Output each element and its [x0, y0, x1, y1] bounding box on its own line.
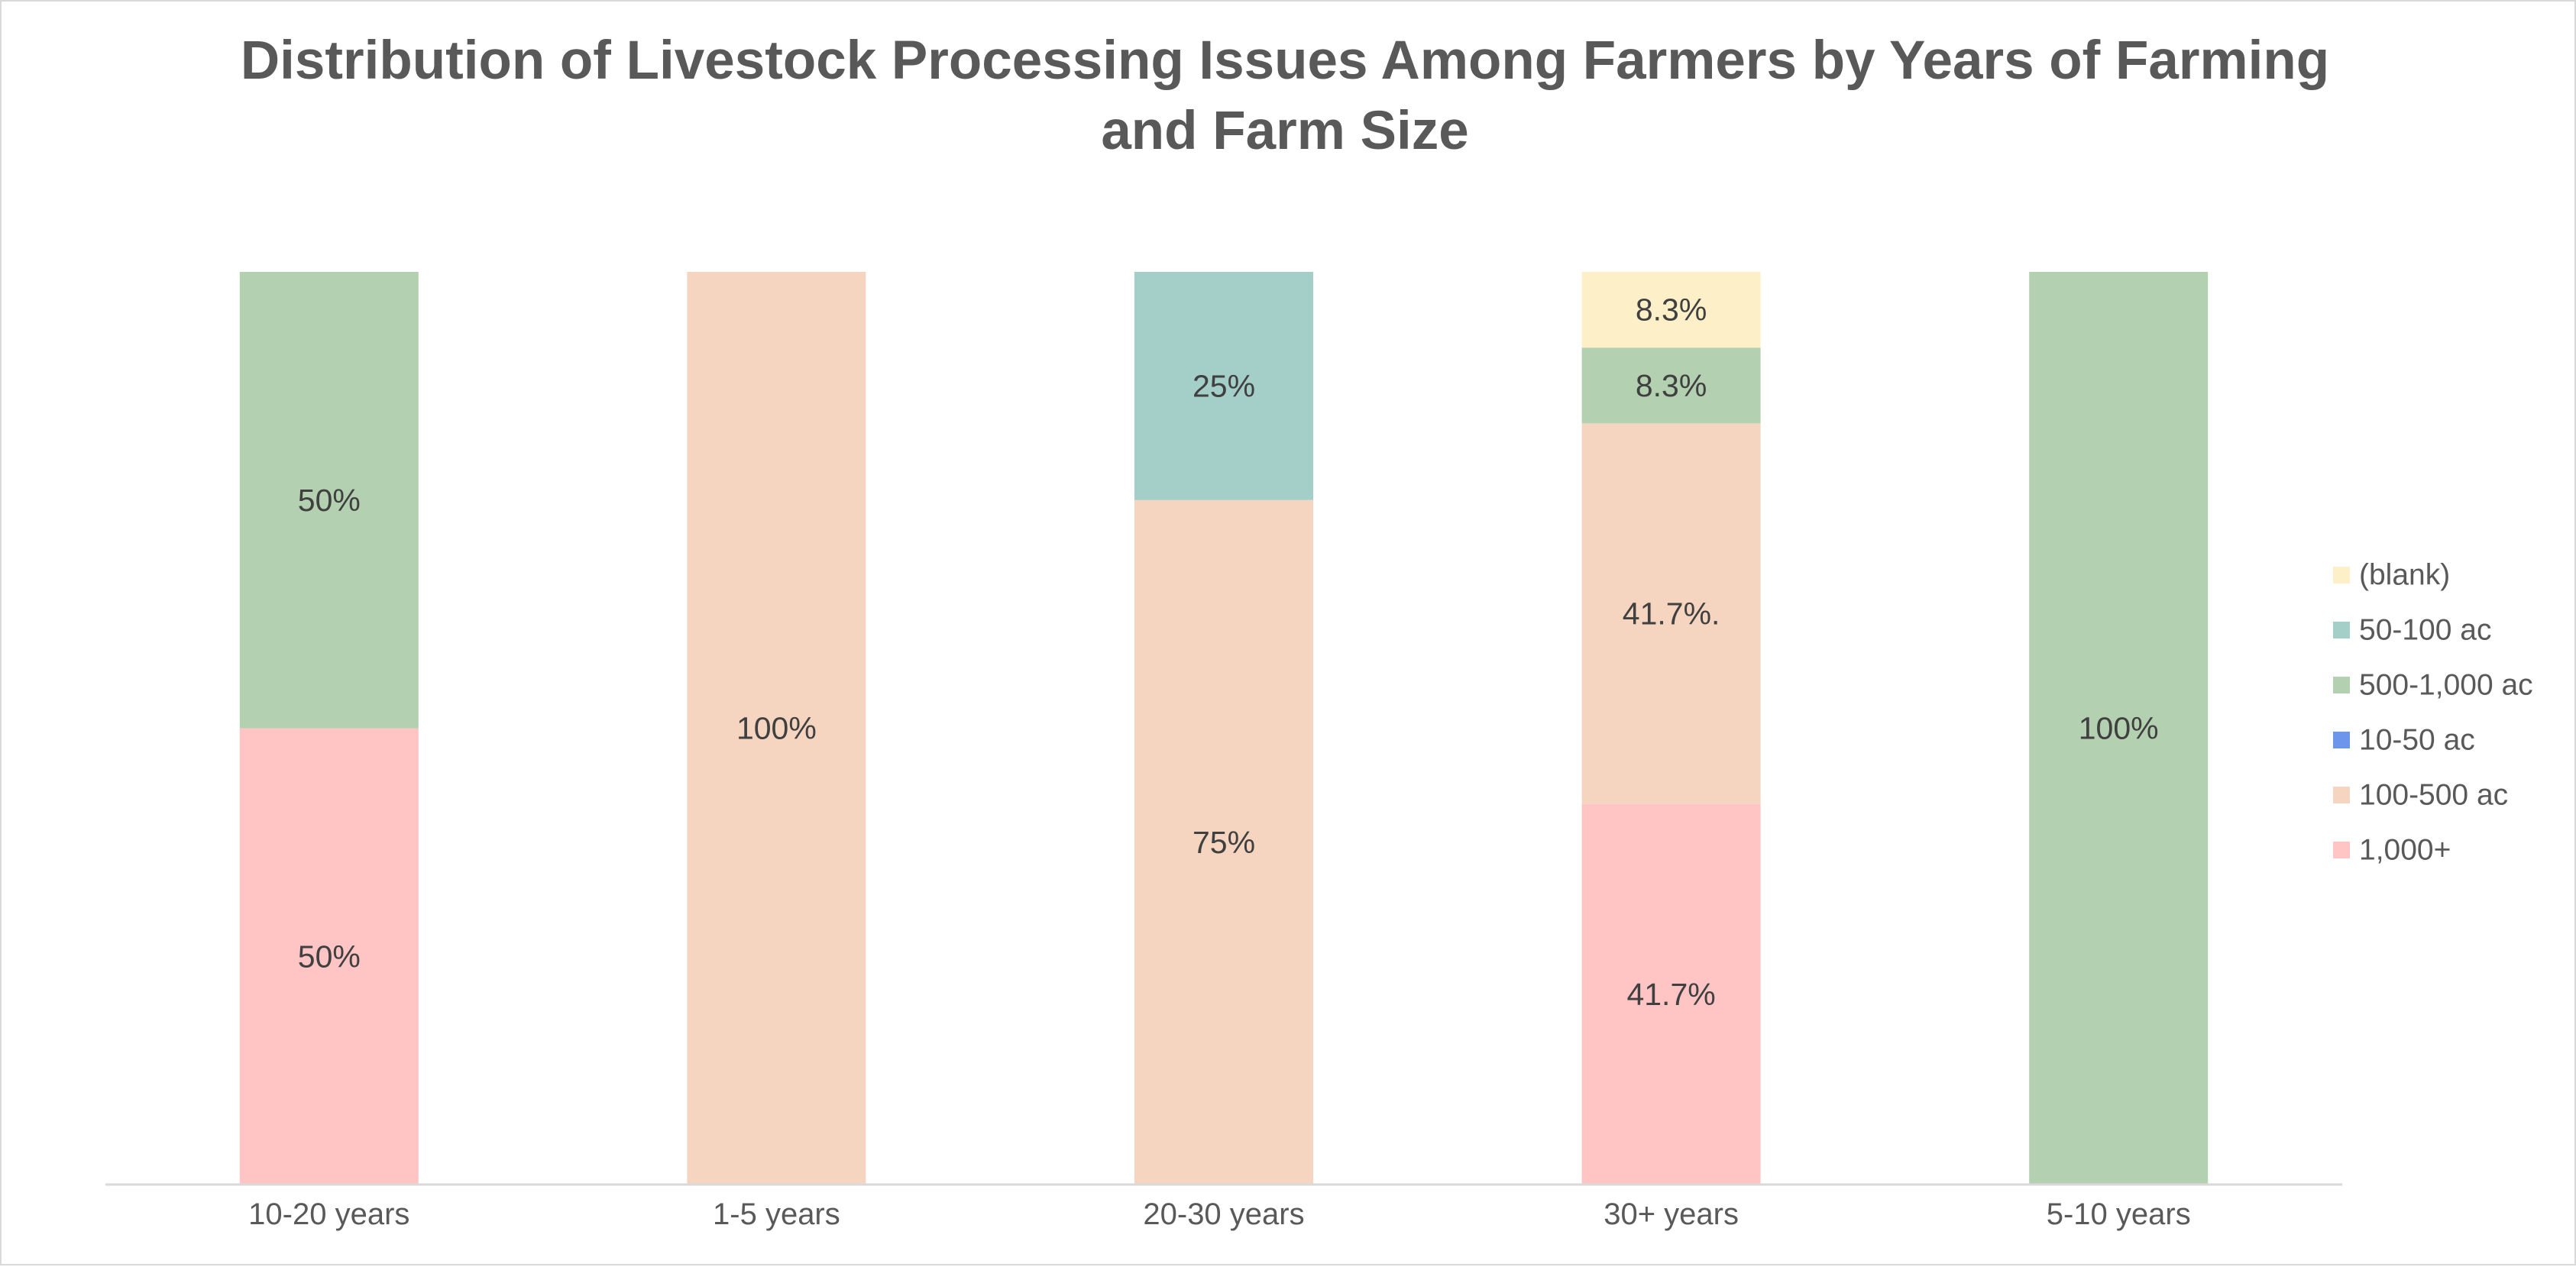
bar-segment-100-500-ac — [1581, 423, 1761, 804]
bar-segment-1-000 — [1581, 803, 1761, 1185]
data-label: 50% — [298, 483, 361, 518]
data-label: 8.3% — [1636, 368, 1707, 403]
bar-segment-500-1-000-ac — [1581, 347, 1761, 424]
bar-segment-50-100-ac — [1134, 272, 1313, 500]
legend: (blank) 50-100 ac 500-1,000 ac 10-50 ac 100-… — [2333, 559, 2533, 867]
data-label: 41.7%. — [1623, 596, 1720, 632]
data-label: 50% — [298, 939, 361, 974]
data-label: 8.3% — [1636, 293, 1707, 328]
legend-swatch — [2333, 677, 2350, 693]
data-label: 41.7% — [1626, 977, 1715, 1012]
x-tick-label: 1-5 years — [713, 1198, 840, 1231]
legend-swatch — [2333, 622, 2350, 638]
legend-label: 10-50 ac — [2359, 724, 2475, 757]
x-tick-label: 5-10 years — [2047, 1198, 2191, 1231]
legend-label: 100-500 ac — [2359, 779, 2508, 812]
legend-label: 50-100 ac — [2359, 614, 2491, 647]
legend-label: 500-1,000 ac — [2359, 669, 2533, 702]
legend-swatch — [2333, 732, 2350, 748]
legend-swatch — [2333, 787, 2350, 803]
data-label: 100% — [2079, 711, 2159, 746]
legend-label: (blank) — [2359, 559, 2450, 592]
legend-swatch — [2333, 567, 2350, 583]
legend-label: 1,000+ — [2359, 834, 2451, 867]
x-axis: 10-20 years 1-5 years 20-30 years 30+ years… — [105, 1183, 2342, 1231]
x-tick-label: 10-20 years — [248, 1198, 409, 1231]
data-label: 100% — [736, 711, 817, 746]
bar-group: 50% 50% 100% 75% 25% 41.7% 41.7%. 8.3% 8.3% 100% — [239, 272, 2209, 1185]
bar-segment-100-500-ac — [687, 272, 866, 1185]
bar-segment-500-1-000-ac — [239, 272, 419, 729]
chart-title: Distribution of Livestock Processing Iss… — [240, 31, 2330, 161]
bar-segment-500-1-000-ac — [2029, 272, 2209, 1185]
data-label: 25% — [1193, 368, 1255, 403]
data-label: 75% — [1193, 825, 1255, 860]
x-tick-label: 30+ years — [1604, 1198, 1739, 1231]
bar-segment-blank — [1581, 272, 1761, 348]
bar-segment-1-000 — [239, 728, 419, 1185]
x-tick-label: 20-30 years — [1143, 1198, 1304, 1231]
legend-swatch — [2333, 842, 2350, 858]
bar-segment-100-500-ac — [1134, 499, 1313, 1185]
